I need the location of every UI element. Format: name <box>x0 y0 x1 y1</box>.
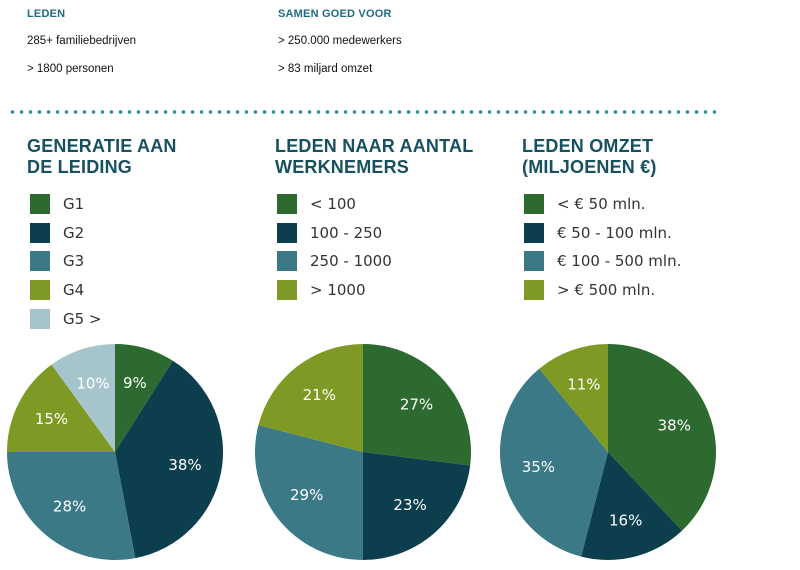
pie-slice-label: 35% <box>522 458 555 476</box>
legend-omzet: < € 50 mln. € 50 - 100 mln. € 100 - 500 … <box>524 193 681 308</box>
pie-chart-werknemers: 27% 23% 29% 21% <box>254 344 472 560</box>
legend-label: < 100 <box>310 195 356 213</box>
legend-label: G1 <box>63 195 85 213</box>
legend-swatch <box>277 194 297 214</box>
pie-slice-label: 38% <box>168 456 201 474</box>
pie-slice <box>258 344 363 452</box>
pie-slice-label: 29% <box>290 486 323 504</box>
legend-item: 250 - 1000 <box>277 250 392 272</box>
legend-label: > 1000 <box>310 281 366 300</box>
legend-swatch <box>524 194 544 214</box>
pie-slice <box>7 364 115 452</box>
stats-leden-line: > 1800 personen <box>27 63 114 75</box>
legend-item: 100 - 250 <box>277 222 392 244</box>
chart-title-line: WERKNEMERS <box>275 157 410 177</box>
pie-slice <box>363 344 472 466</box>
legend-label: G2 <box>63 223 85 242</box>
legend-swatch <box>30 251 50 272</box>
legend-item: € 50 - 100 mln. <box>524 222 681 244</box>
pie-slice <box>51 344 115 452</box>
chart-title-line: LEDEN OMZET <box>522 136 654 156</box>
legend-swatch <box>524 280 544 301</box>
stats-samen-line: > 250.000 medewerkers <box>278 35 402 47</box>
chart-title-werknemers: LEDEN NAAR AANTAL WERKNEMERS <box>275 136 473 178</box>
legend-swatch <box>524 251 544 272</box>
pie-slice-label: 15% <box>35 410 68 428</box>
legend-item: > 1000 <box>277 279 392 301</box>
pie-slice-label: 21% <box>303 386 336 404</box>
legend-item: G2 <box>30 222 102 244</box>
legend-item: G3 <box>30 250 102 272</box>
legend-item: < 100 <box>277 193 392 215</box>
legend-label: 250 - 1000 <box>310 252 392 271</box>
legend-label: € 100 - 500 mln. <box>557 252 682 271</box>
chart-title-line: GENERATIE AAN <box>27 136 177 156</box>
pie-slice-label: 9% <box>123 374 147 392</box>
legend-swatch <box>277 251 297 272</box>
legend-swatch <box>524 222 544 243</box>
legend-item: G4 <box>30 279 102 301</box>
legend-item: < € 50 mln. <box>524 193 681 215</box>
legend-swatch <box>30 194 50 214</box>
pie-slice <box>539 344 608 452</box>
pie-slice <box>115 360 224 559</box>
legend-label: 100 - 250 <box>310 223 383 242</box>
pie-slice <box>608 344 717 531</box>
pie-slice <box>499 368 608 557</box>
legend-werknemers: < 100 100 - 250 250 - 1000 > 1000 <box>277 193 392 308</box>
chart-title-generatie: GENERATIE AAN DE LEIDING <box>27 136 177 178</box>
pie-chart-omzet: 38% 16% 35% 11% <box>499 344 717 561</box>
legend-label: G3 <box>63 252 85 271</box>
pie-slice <box>363 452 471 560</box>
pie-slice-label: 38% <box>658 416 691 434</box>
chart-title-line: (MILJOENEN €) <box>522 157 657 177</box>
pie-slice <box>254 425 363 560</box>
legend-label: G5 > <box>63 309 102 328</box>
legend-item: G1 <box>30 193 102 215</box>
stats-leden-line: 285+ familiebedrijven <box>27 35 136 47</box>
pie-slice-label: 10% <box>76 375 109 393</box>
stats-samen-line: > 83 miljard omzet <box>278 63 373 75</box>
stats-samen: SAMEN GOED VOOR > 250.000 medewerkers > … <box>278 8 402 75</box>
pie-slice-label: 16% <box>609 512 642 530</box>
dotted-divider <box>8 109 720 115</box>
stats-leden: LEDEN 285+ familiebedrijven > 1800 perso… <box>27 8 136 75</box>
pie-slice-label: 28% <box>53 497 86 515</box>
pie-slice-label: 11% <box>567 375 600 393</box>
pie-slice-label: 27% <box>400 395 433 413</box>
legend-label: € 50 - 100 mln. <box>557 223 672 242</box>
chart-title-line: DE LEIDING <box>27 157 133 177</box>
legend-item: € 100 - 500 mln. <box>524 250 681 272</box>
legend-swatch <box>30 280 50 301</box>
chart-title-omzet: LEDEN OMZET (MILJOENEN €) <box>522 136 657 178</box>
legend-generatie: G1 G2 G3 G4 G5 > <box>30 193 102 336</box>
pie-slice <box>115 344 173 452</box>
chart-title-line: LEDEN NAAR AANTAL <box>275 136 474 156</box>
legend-label: > € 500 mln. <box>557 281 656 300</box>
stats-samen-heading: SAMEN GOED VOOR <box>278 8 392 20</box>
legend-item: > € 500 mln. <box>524 279 681 301</box>
legend-swatch <box>30 308 50 329</box>
pie-slice <box>581 452 682 561</box>
stats-leden-heading: LEDEN <box>27 8 66 20</box>
legend-swatch <box>277 222 297 243</box>
legend-swatch <box>277 280 297 301</box>
legend-swatch <box>30 222 50 243</box>
pie-slice-label: 23% <box>393 496 426 514</box>
legend-item: G5 > <box>30 308 102 330</box>
pie-slice <box>7 452 136 561</box>
legend-label: < € 50 mln. <box>557 195 646 213</box>
pie-chart-generatie: 9% 38% 28% 15% 10% <box>7 344 224 561</box>
legend-label: G4 <box>63 281 85 300</box>
